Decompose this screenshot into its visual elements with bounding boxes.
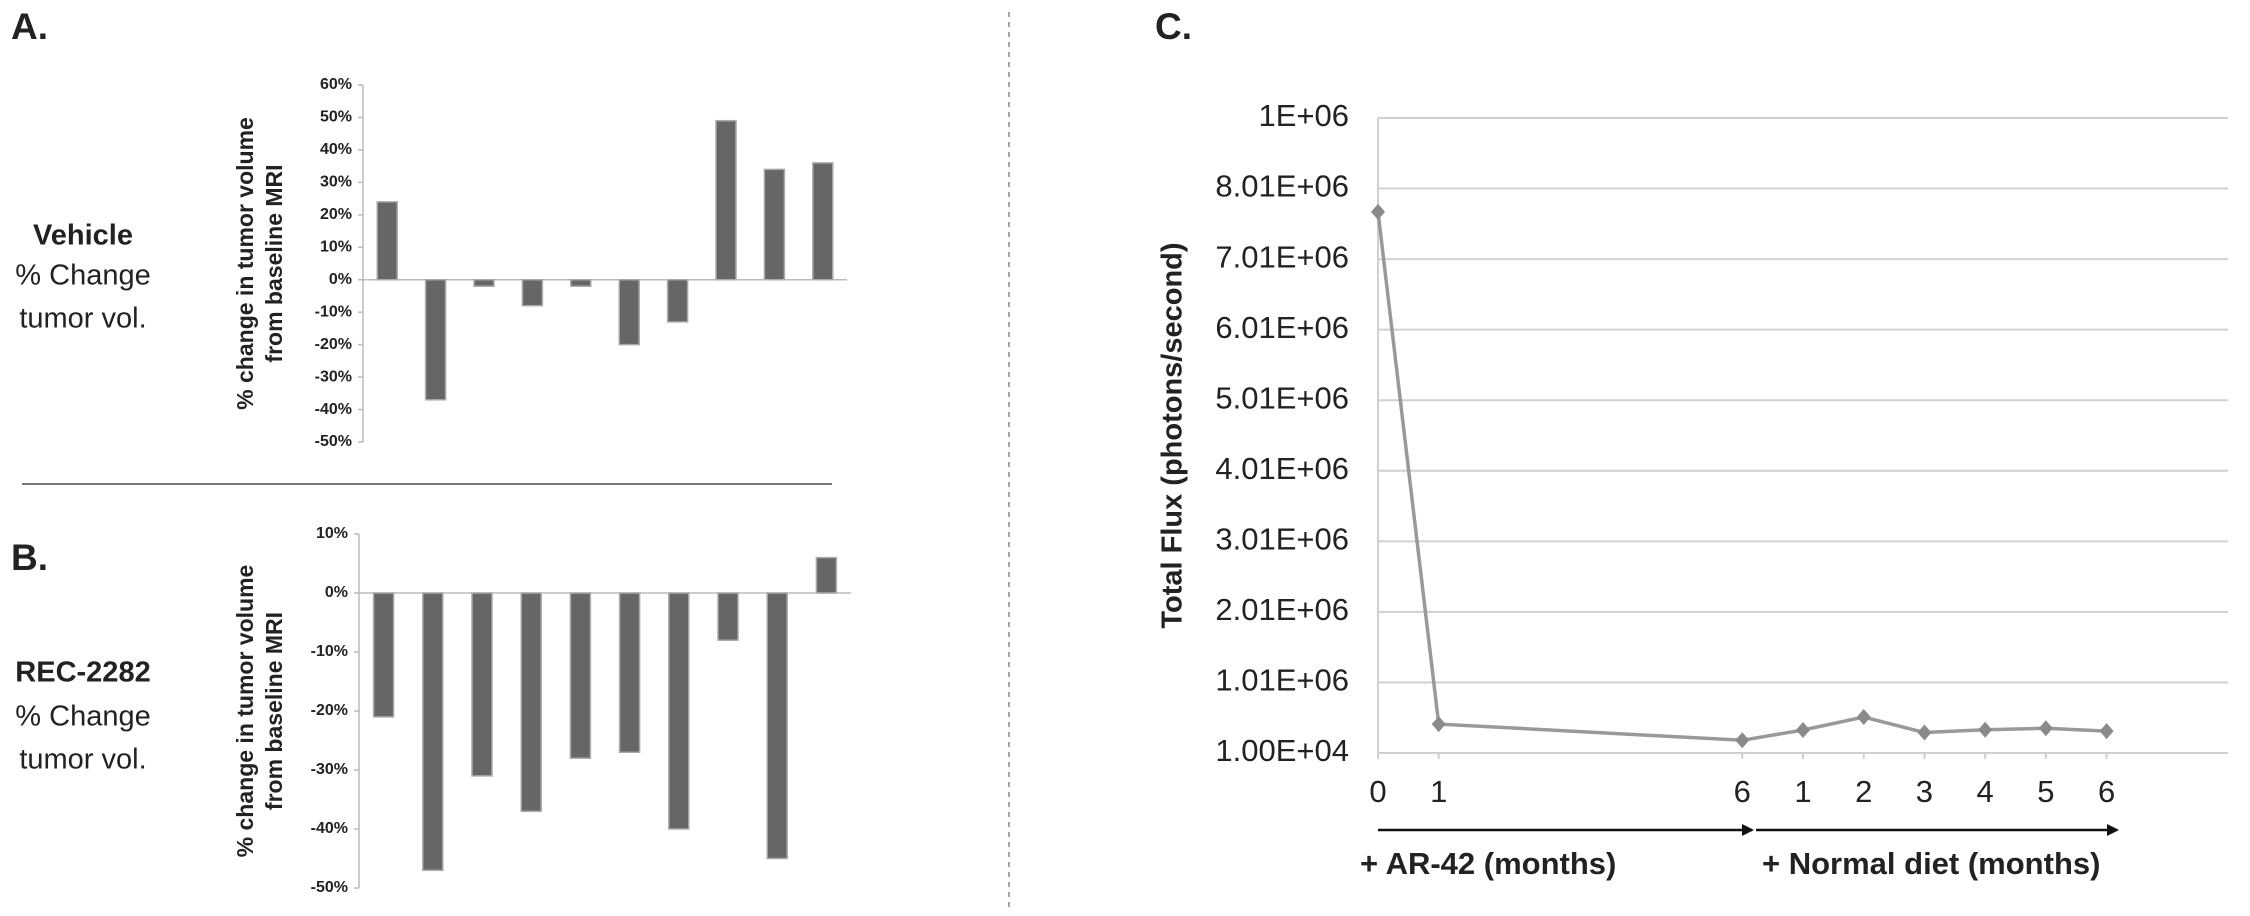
side-label: % Change	[15, 260, 150, 292]
bar	[372, 592, 395, 718]
data-point	[1917, 724, 1932, 741]
y-tick-label: 1E+06	[1258, 98, 1349, 133]
y-axis-label: % change in tumor volume	[232, 565, 258, 858]
y-axis-label: Total Flux (photons/second)	[1157, 242, 1189, 628]
bar	[471, 592, 493, 777]
y-tick-label: 4.01E+06	[1215, 451, 1349, 486]
bar	[520, 592, 542, 813]
data-point	[1431, 716, 1446, 733]
y-tick-label: 60%	[320, 76, 352, 93]
bar	[715, 119, 737, 281]
side-label: Vehicle	[33, 220, 133, 252]
data-point	[1371, 203, 1385, 220]
y-tick-label: 40%	[320, 141, 352, 158]
y-tick-label: 3.01E+06	[1215, 522, 1349, 557]
annotation: + Normal diet (months)	[1762, 846, 2100, 881]
x-tick-label: 1	[1430, 774, 1447, 809]
y-tick-label: 50%	[320, 109, 352, 126]
data-point	[2038, 720, 2053, 737]
bar	[618, 278, 640, 346]
bar	[763, 168, 786, 281]
data-point	[1735, 732, 1750, 749]
y-tick-label: 10%	[320, 238, 352, 255]
y-tick-label: -10%	[311, 643, 348, 660]
data-point	[1856, 709, 1871, 726]
y-axis-label: from baseline MRI	[261, 612, 287, 810]
side-label: tumor vol.	[19, 744, 146, 776]
y-tick-label: 0%	[329, 271, 352, 288]
y-axis-label: % change in tumor volume	[232, 117, 258, 410]
x-tick-label: 1	[1794, 774, 1811, 809]
y-tick-label: -50%	[315, 433, 352, 450]
side-label: tumor vol.	[19, 303, 146, 335]
x-tick-label: 4	[1977, 774, 1994, 809]
y-tick-label: 30%	[320, 174, 352, 191]
annotation: + AR-42 (months)	[1360, 846, 1616, 881]
bar	[521, 278, 544, 307]
data-point	[2099, 723, 2114, 740]
y-tick-label: -20%	[315, 336, 352, 353]
y-tick-label: -10%	[315, 303, 352, 320]
y-tick-label: -20%	[311, 702, 348, 719]
bar	[424, 278, 447, 401]
bar	[812, 162, 834, 281]
y-tick-label: 1.01E+06	[1215, 663, 1349, 698]
panel-letter: C.	[1155, 6, 1192, 47]
bar	[570, 278, 592, 287]
y-tick-label: 1.00E+04	[1215, 733, 1349, 768]
x-tick-label: 6	[1734, 774, 1751, 809]
bar	[422, 592, 444, 872]
bar	[717, 592, 739, 641]
side-label: % Change	[15, 701, 150, 733]
y-tick-label: 10%	[316, 525, 348, 542]
panel-letter: A.	[11, 6, 48, 47]
data-point	[1978, 721, 1993, 738]
x-tick-label: 3	[1916, 774, 1933, 809]
y-tick-label: 5.01E+06	[1215, 380, 1349, 415]
y-tick-label: -30%	[311, 761, 348, 778]
bar	[376, 201, 398, 281]
bar	[569, 592, 592, 759]
side-label: REC-2282	[15, 657, 150, 689]
data-point	[1796, 721, 1810, 738]
bar	[668, 592, 690, 830]
y-tick-label: 2.01E+06	[1215, 592, 1349, 627]
y-tick-label: 7.01E+06	[1215, 239, 1349, 274]
y-tick-label: 20%	[320, 206, 352, 223]
bar	[666, 278, 689, 323]
panel-letter: B.	[11, 537, 48, 578]
bar	[766, 592, 788, 860]
x-tick-label: 2	[1855, 774, 1872, 809]
y-tick-label: -40%	[311, 820, 348, 837]
y-tick-label: 0%	[325, 584, 348, 601]
y-axis-label: from baseline MRI	[261, 164, 287, 362]
y-tick-label: -40%	[315, 401, 352, 418]
y-tick-label: -30%	[315, 368, 352, 385]
data-line	[1376, 211, 2107, 743]
bar	[618, 592, 641, 754]
bar	[473, 278, 495, 287]
bar	[815, 556, 838, 594]
y-tick-label: 6.01E+06	[1215, 310, 1349, 345]
x-tick-label: 0	[1369, 774, 1386, 809]
y-tick-label: -50%	[311, 879, 348, 896]
x-tick-label: 6	[2098, 774, 2115, 809]
y-tick-label: 8.01E+06	[1215, 169, 1349, 204]
x-tick-label: 5	[2037, 774, 2054, 809]
